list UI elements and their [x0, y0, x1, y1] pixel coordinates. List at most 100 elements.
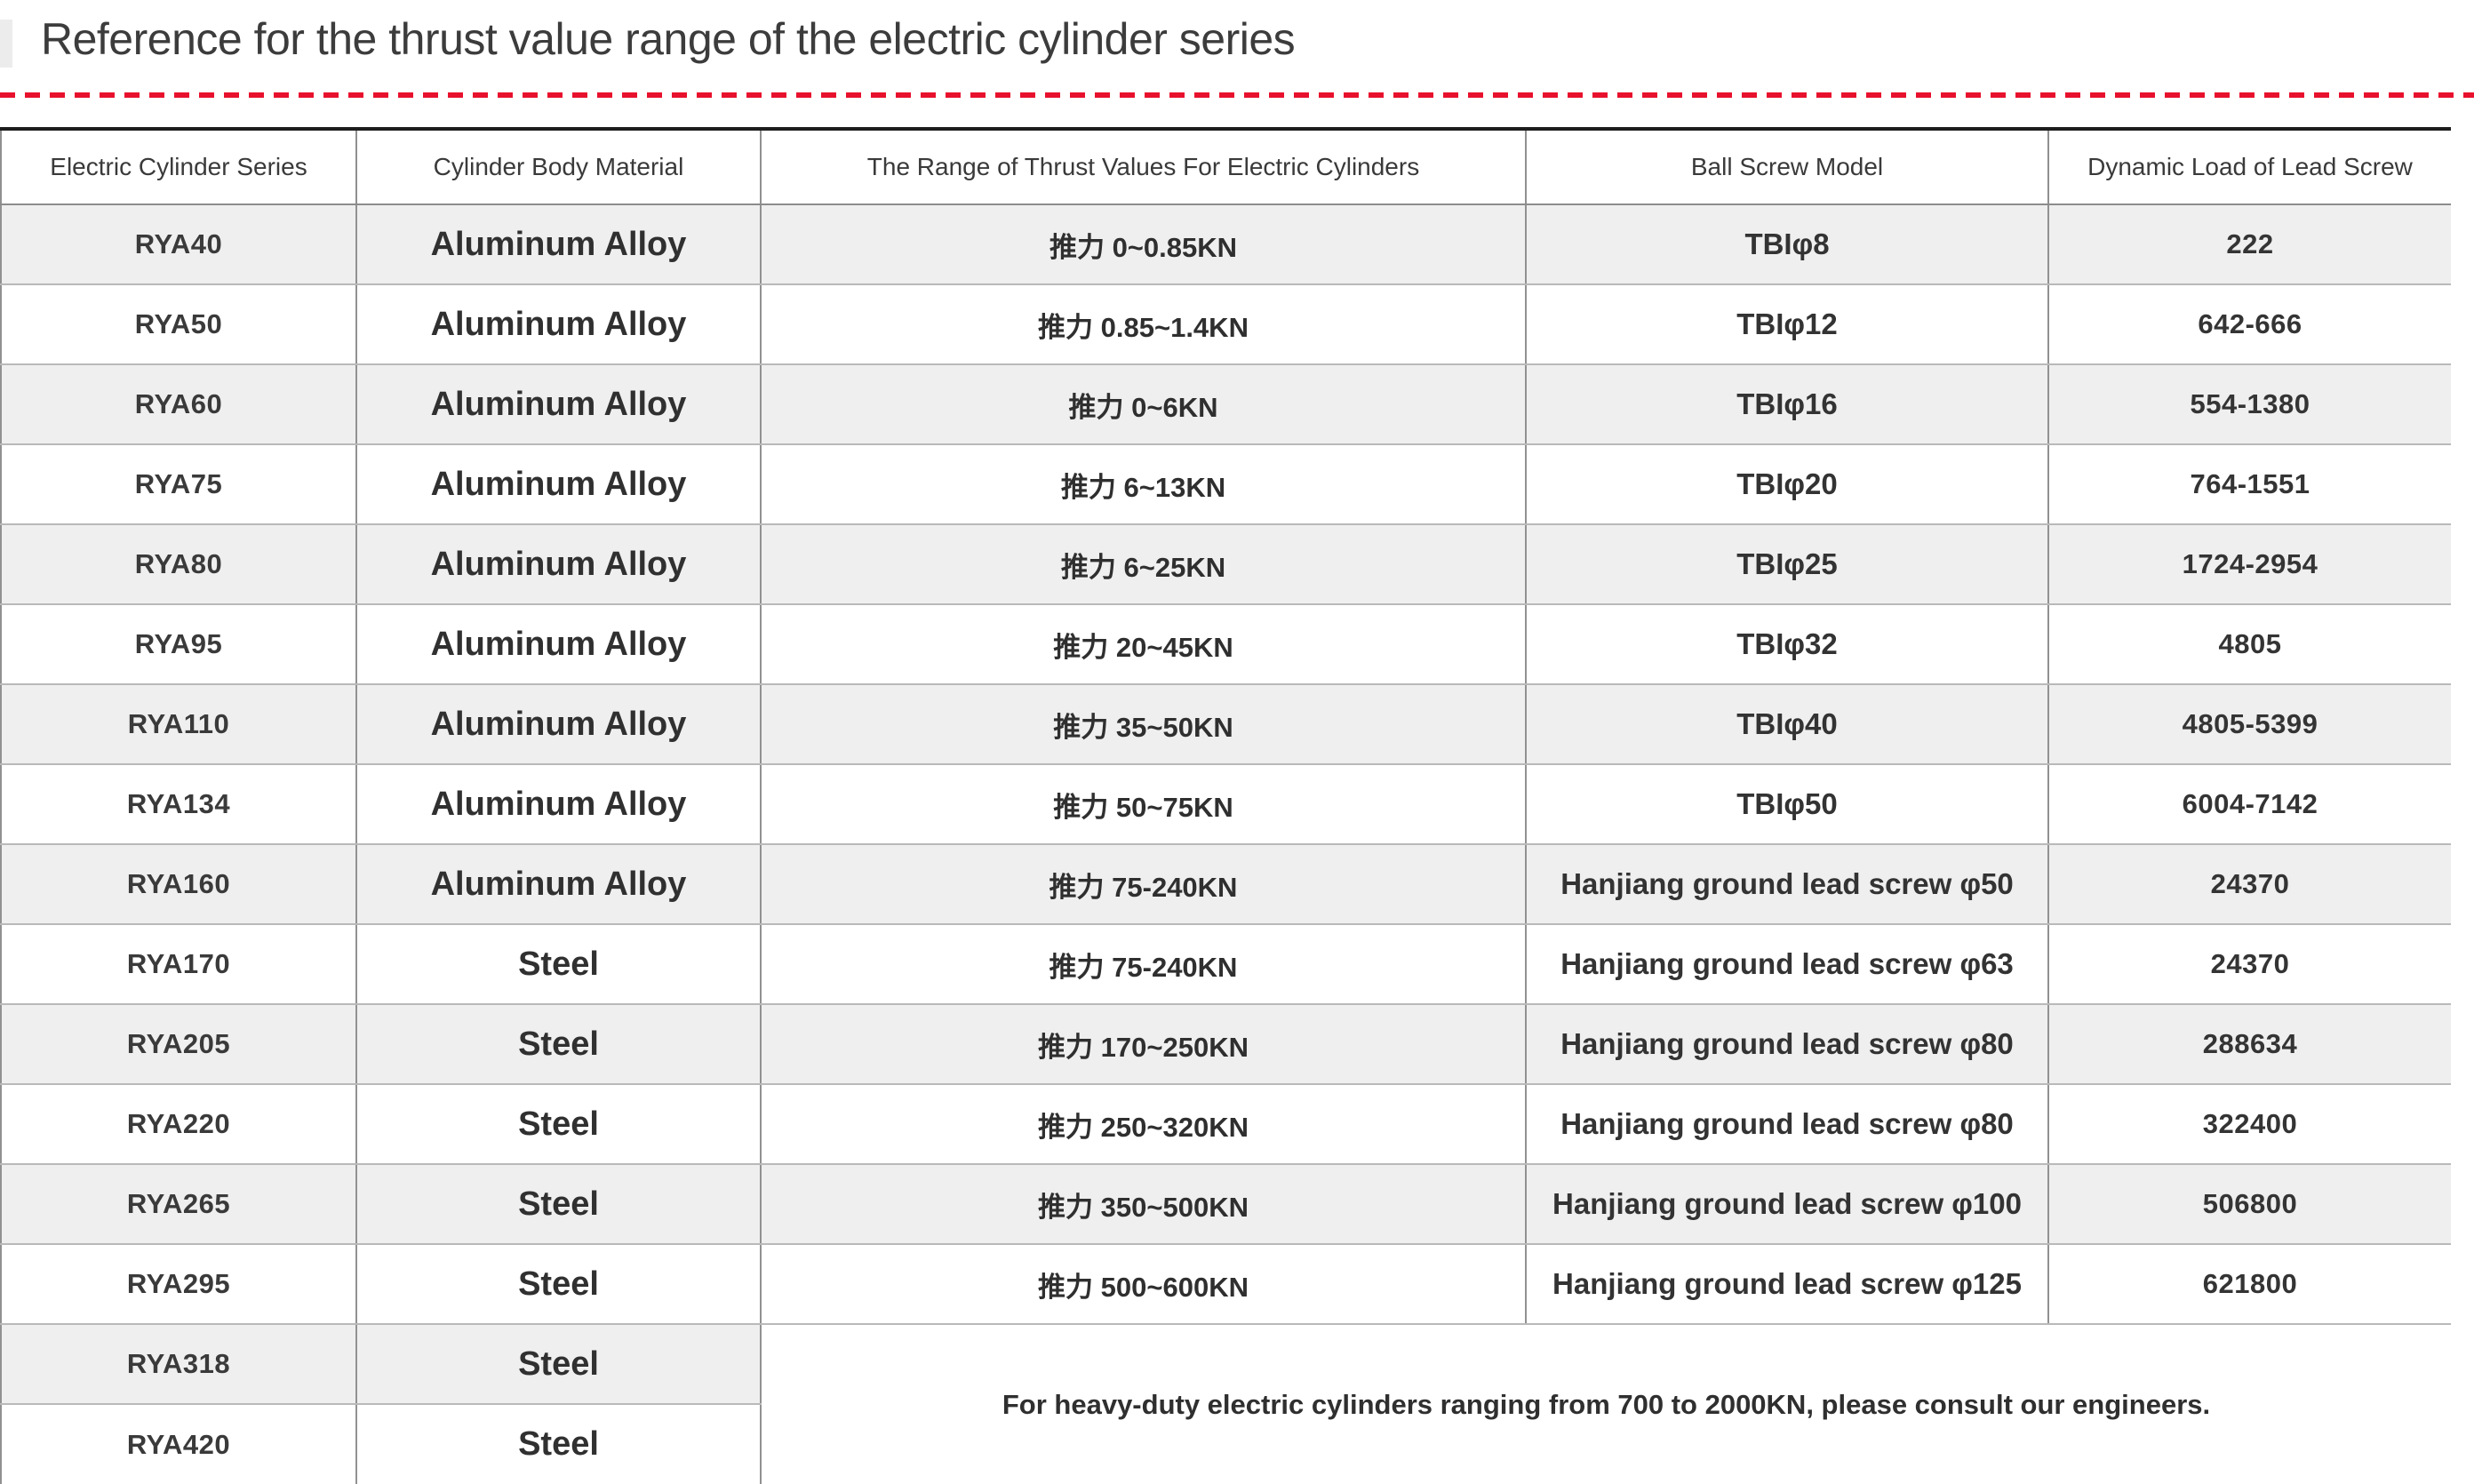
cell-thrust: 推力 500~600KN — [760, 1244, 1526, 1325]
cell-material: Steel — [355, 1244, 761, 1325]
table-row: RYA75 Aluminum Alloy 推力 6~13KN TBIφ20 76… — [0, 444, 2451, 525]
cell-material: Aluminum Alloy — [355, 524, 761, 605]
cell-series: RYA170 — [0, 924, 356, 1005]
cell-series: RYA265 — [0, 1164, 356, 1245]
table-row: RYA110 Aluminum Alloy 推力 35~50KN TBIφ40 … — [0, 684, 2451, 765]
cell-thrust: 推力 75-240KN — [760, 924, 1526, 1005]
cell-series: RYA80 — [0, 524, 356, 605]
cell-ball-screw: TBIφ20 — [1525, 444, 2048, 525]
cell-material: Aluminum Alloy — [355, 684, 761, 765]
header-cell-ball-screw: Ball Screw Model — [1525, 129, 2048, 205]
cell-series: RYA75 — [0, 444, 356, 525]
cell-series: RYA318 — [0, 1324, 356, 1405]
cell-thrust: 推力 50~75KN — [760, 764, 1526, 845]
cell-thrust: 推力 6~25KN — [760, 524, 1526, 605]
cell-dynamic-load: 4805 — [2047, 604, 2451, 685]
cell-dynamic-load: 322400 — [2047, 1084, 2451, 1165]
cell-series: RYA110 — [0, 684, 356, 765]
cell-dynamic-load: 288634 — [2047, 1004, 2451, 1085]
spec-table: Electric Cylinder Series Cylinder Body M… — [0, 127, 2451, 1484]
cell-series: RYA220 — [0, 1084, 356, 1165]
cell-ball-screw: Hanjiang ground lead screw φ100 — [1525, 1164, 2048, 1245]
cell-thrust: 推力 6~13KN — [760, 444, 1526, 525]
cell-series: RYA50 — [0, 284, 356, 365]
cell-series: RYA95 — [0, 604, 356, 685]
table-row: RYA50 Aluminum Alloy 推力 0.85~1.4KN TBIφ1… — [0, 284, 2451, 365]
title-marker — [0, 20, 12, 68]
cell-series: RYA60 — [0, 364, 356, 445]
cell-material: Aluminum Alloy — [355, 364, 761, 445]
cell-material: Steel — [355, 1164, 761, 1245]
cell-thrust: 推力 0~6KN — [760, 364, 1526, 445]
cell-ball-screw: TBIφ32 — [1525, 604, 2048, 685]
cell-dynamic-load: 24370 — [2047, 924, 2451, 1005]
table-row: RYA420 Steel — [0, 1404, 2451, 1484]
cell-material: Aluminum Alloy — [355, 444, 761, 525]
cell-material: Aluminum Alloy — [355, 604, 761, 685]
table-row: RYA80 Aluminum Alloy 推力 6~25KN TBIφ25 17… — [0, 524, 2451, 605]
cell-series: RYA40 — [0, 204, 356, 285]
table-row: RYA318 Steel For heavy-duty electric cyl… — [0, 1324, 2451, 1484]
table-row: RYA160 Aluminum Alloy 推力 75-240KN Hanjia… — [0, 844, 2451, 925]
cell-ball-screw: TBIφ50 — [1525, 764, 2048, 845]
table-row: RYA170 Steel 推力 75-240KN Hanjiang ground… — [0, 924, 2451, 1005]
cell-series: RYA160 — [0, 844, 356, 925]
cell-material: Aluminum Alloy — [355, 844, 761, 925]
cell-thrust: 推力 75-240KN — [760, 844, 1526, 925]
cell-ball-screw: Hanjiang ground lead screw φ125 — [1525, 1244, 2048, 1325]
cell-ball-screw: TBIφ16 — [1525, 364, 2048, 445]
table-row: RYA95 Aluminum Alloy 推力 20~45KN TBIφ32 4… — [0, 604, 2451, 685]
cell-thrust: 推力 0~0.85KN — [760, 204, 1526, 285]
header-cell-series: Electric Cylinder Series — [0, 129, 356, 205]
cell-series: RYA205 — [0, 1004, 356, 1085]
cell-series: RYA295 — [0, 1244, 356, 1325]
cell-material: Aluminum Alloy — [355, 284, 761, 365]
cell-material: Steel — [355, 1084, 761, 1165]
cell-thrust: 推力 0.85~1.4KN — [760, 284, 1526, 365]
cell-dynamic-load: 621800 — [2047, 1244, 2451, 1325]
table-row: RYA295 Steel 推力 500~600KN Hanjiang groun… — [0, 1244, 2451, 1325]
table-header-row: Electric Cylinder Series Cylinder Body M… — [0, 129, 2451, 205]
cell-material: Steel — [355, 1324, 761, 1405]
cell-material: Steel — [355, 1004, 761, 1085]
cell-dynamic-load: 506800 — [2047, 1164, 2451, 1245]
table-row: RYA265 Steel 推力 350~500KN Hanjiang groun… — [0, 1164, 2451, 1245]
red-dashed-divider — [0, 92, 2474, 98]
cell-material: Aluminum Alloy — [355, 764, 761, 845]
cell-thrust: 推力 20~45KN — [760, 604, 1526, 685]
cell-ball-screw: TBIφ25 — [1525, 524, 2048, 605]
cell-thrust: 推力 350~500KN — [760, 1164, 1526, 1245]
table-row: RYA40 Aluminum Alloy 推力 0~0.85KN TBIφ8 2… — [0, 204, 2451, 285]
cell-ball-screw: Hanjiang ground lead screw φ80 — [1525, 1004, 2048, 1085]
cell-dynamic-load: 4805-5399 — [2047, 684, 2451, 765]
cell-series: RYA134 — [0, 764, 356, 845]
cell-dynamic-load: 642-666 — [2047, 284, 2451, 365]
cell-material: Steel — [355, 1404, 761, 1484]
cell-material: Aluminum Alloy — [355, 204, 761, 285]
cell-ball-screw: TBIφ8 — [1525, 204, 2048, 285]
cell-thrust: 推力 170~250KN — [760, 1004, 1526, 1085]
cell-dynamic-load: 554-1380 — [2047, 364, 2451, 445]
cell-dynamic-load: 6004-7142 — [2047, 764, 2451, 845]
cell-dynamic-load: 24370 — [2047, 844, 2451, 925]
header-cell-material: Cylinder Body Material — [355, 129, 761, 205]
cell-ball-screw: TBIφ40 — [1525, 684, 2048, 765]
cell-series: RYA420 — [0, 1404, 356, 1484]
page-header: Reference for the thrust value range of … — [0, 0, 2474, 127]
cell-material: Steel — [355, 924, 761, 1005]
table-row: RYA60 Aluminum Alloy 推力 0~6KN TBIφ16 554… — [0, 364, 2451, 445]
header-cell-dynamic-load: Dynamic Load of Lead Screw — [2047, 129, 2451, 205]
cell-dynamic-load: 764-1551 — [2047, 444, 2451, 525]
cell-ball-screw: Hanjiang ground lead screw φ63 — [1525, 924, 2048, 1005]
cell-ball-screw: Hanjiang ground lead screw φ50 — [1525, 844, 2048, 925]
cell-ball-screw: TBIφ12 — [1525, 284, 2048, 365]
cell-dynamic-load: 222 — [2047, 204, 2451, 285]
page-title: Reference for the thrust value range of … — [41, 14, 1296, 64]
cell-ball-screw: Hanjiang ground lead screw φ80 — [1525, 1084, 2048, 1165]
header-cell-thrust-range: The Range of Thrust Values For Electric … — [760, 129, 1526, 205]
cell-dynamic-load: 1724-2954 — [2047, 524, 2451, 605]
heavy-duty-note: For heavy-duty electric cylinders rangin… — [760, 1324, 2451, 1484]
spec-table-wrap: Electric Cylinder Series Cylinder Body M… — [0, 127, 2451, 1484]
cell-thrust: 推力 250~320KN — [760, 1084, 1526, 1165]
table-row: RYA134 Aluminum Alloy 推力 50~75KN TBIφ50 … — [0, 764, 2451, 845]
